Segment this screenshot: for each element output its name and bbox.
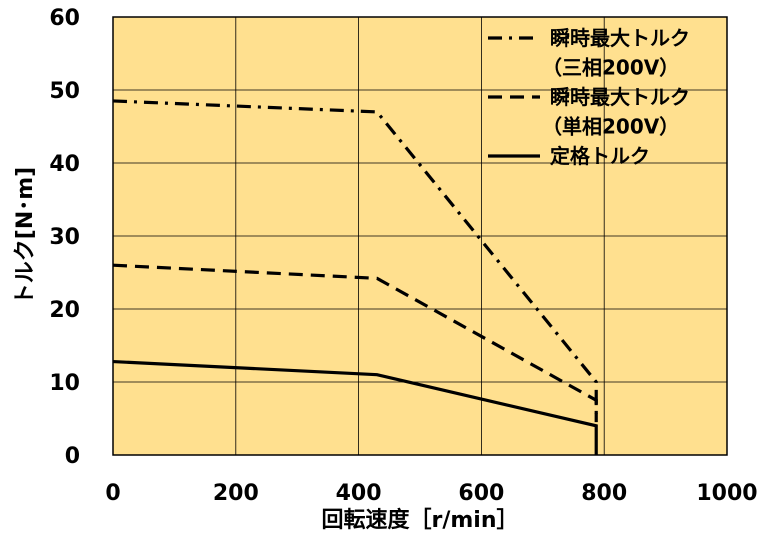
x-tick-label: 800 [581, 481, 627, 506]
x-tick-label: 600 [458, 481, 504, 506]
legend-label: 瞬時最大トルク [550, 26, 690, 50]
series-line-1 [112, 263, 598, 423]
y-tick-label: 10 [49, 371, 80, 396]
legend-label: （単相200V） [542, 115, 679, 139]
y-tick-label: 0 [65, 444, 80, 469]
y-tick-label: 60 [49, 6, 80, 31]
y-tick-label: 40 [49, 152, 80, 177]
x-tick-label: 400 [336, 481, 382, 506]
series-lines [112, 99, 598, 455]
legend-label: 定格トルク [550, 144, 650, 168]
y-tick-label: 20 [49, 298, 80, 323]
y-axis-title: トルク[N･m] [13, 167, 38, 305]
series-line-2 [112, 359, 598, 455]
plot-frame [112, 16, 728, 456]
x-tick-labels: 0 200 400 600 800 1000 [105, 481, 757, 506]
legend-label: （三相200V） [542, 56, 679, 80]
y-tick-label: 50 [49, 79, 80, 104]
x-tick-label: 1000 [696, 481, 757, 506]
y-tick-labels: 0 10 20 30 40 50 60 [49, 6, 80, 469]
legend: 瞬時最大トルク （三相200V） 瞬時最大トルク （単相200V） 定格トルク [488, 26, 690, 168]
x-axis-title: 回転速度［r/min］ [321, 507, 518, 533]
legend-label: 瞬時最大トルク [550, 85, 690, 109]
y-tick-label: 30 [49, 225, 80, 250]
x-tick-label: 0 [105, 481, 120, 506]
x-tick-label: 200 [213, 481, 259, 506]
